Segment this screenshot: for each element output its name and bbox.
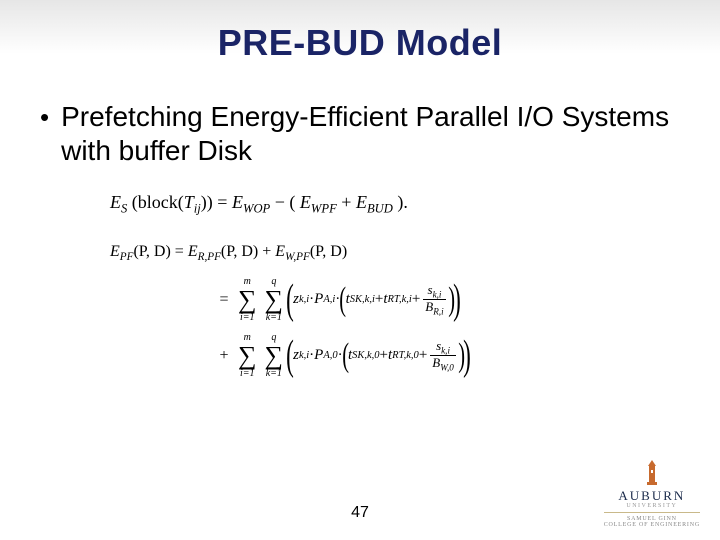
eq1-EWOP: E (232, 192, 243, 212)
sum-inner-bot: k=1 (266, 313, 282, 323)
bullet-area: • Prefetching Energy-Efficient Parallel … (0, 100, 720, 168)
eq2-lhs-E: E (110, 243, 120, 260)
l2-zsub: k,i (299, 294, 309, 305)
equation-1: ES (block(Tij)) = EWOP − ( EWPF + EBUD )… (110, 192, 660, 217)
eq2-ERPF: E (188, 243, 198, 260)
eq1-lhs-sub: S (121, 202, 127, 216)
bullet-text: Prefetching Energy-Efficient Parallel I/… (61, 100, 672, 168)
eq1-EBUD: E (356, 192, 367, 212)
logo-divider (604, 512, 700, 513)
l3-zsub: k,i (299, 350, 309, 361)
eq1-EWPF: E (300, 192, 311, 212)
eq2-lhs-args: (P, D) (133, 243, 170, 260)
eq2-line1: EPF(P, D) = ER,PF(P, D) + EW,PF(P, D) (110, 243, 660, 263)
sum-outer-bot: i=1 (240, 313, 255, 323)
l2-t2sub: RT,k,i (388, 294, 412, 305)
bullet-marker: • (40, 100, 49, 134)
eq1-EWOP-sub: WOP (243, 202, 270, 216)
l2-Psub: A,i (323, 294, 335, 305)
l3-t2sub: RT,k,0 (392, 350, 419, 361)
l3-frac-den-sub: W,0 (440, 363, 454, 373)
l2-frac-den-sub: R,i (433, 307, 443, 317)
tower-icon (644, 460, 660, 486)
eq2-EWPF: E (275, 243, 285, 260)
eq2-EWPF-sub: W,PF (285, 251, 310, 263)
l3-frac-num-sub: k,i (441, 345, 450, 355)
l2-t1sub: SK,k,i (350, 294, 375, 305)
l3-Psub: A,0 (323, 350, 337, 361)
equation-2: EPF(P, D) = ER,PF(P, D) + EW,PF(P, D) = … (110, 243, 660, 381)
eq2-ERPF-sub: R,PF (198, 251, 221, 263)
sum-outer-bot2: i=1 (240, 369, 255, 379)
eq2-EWPF-args: (P, D) (310, 243, 347, 260)
eq1-EWPF-sub: WPF (311, 202, 337, 216)
eq1-Tsub: ij (194, 202, 201, 216)
logo-name: AUBURN (604, 488, 700, 504)
eq2-ERPF-args: (P, D) (221, 243, 258, 260)
sum-outer-2: m ∑ i=1 (238, 333, 257, 379)
auburn-logo: AUBURN UNIVERSITY SAMUEL GINN COLLEGE OF… (604, 460, 700, 528)
l2-frac: sk,i BR,i (423, 283, 445, 317)
eq2-line3: + m ∑ i=1 q ∑ k=1 ( zk,i · PA,0 · (110, 331, 660, 381)
l3-frac: sk,i BW,0 (430, 339, 456, 373)
slide-title: PRE-BUD Model (0, 0, 720, 64)
sum-inner-2: q ∑ k=1 (265, 333, 284, 379)
sum-inner-1: q ∑ k=1 (265, 277, 284, 323)
eq1-dot: . (403, 192, 408, 212)
sum-inner-bot2: k=1 (266, 369, 282, 379)
eq1-T: T (184, 192, 194, 212)
sum-outer-1: m ∑ i=1 (238, 277, 257, 323)
eq1-lhs-E: E (110, 192, 121, 212)
eq2-lhs-sub: PF (120, 251, 134, 263)
equations-block: ES (block(Tij)) = EWOP − ( EWPF + EBUD )… (0, 168, 720, 381)
logo-college2: COLLEGE OF ENGINEERING (604, 522, 700, 528)
bullet-row: • Prefetching Energy-Efficient Parallel … (40, 100, 672, 168)
eq1-block: block( (138, 192, 184, 212)
l2-P: P (314, 291, 323, 308)
eq2-line2: = m ∑ i=1 q ∑ k=1 ( zk,i · PA,i · (110, 275, 660, 325)
slide: PRE-BUD Model • Prefetching Energy-Effic… (0, 0, 720, 540)
l3-t1sub: SK,k,0 (352, 350, 379, 361)
l2-frac-num-sub: k,i (433, 289, 442, 299)
eq1-EBUD-sub: BUD (367, 202, 393, 216)
l3-P: P (314, 347, 323, 364)
